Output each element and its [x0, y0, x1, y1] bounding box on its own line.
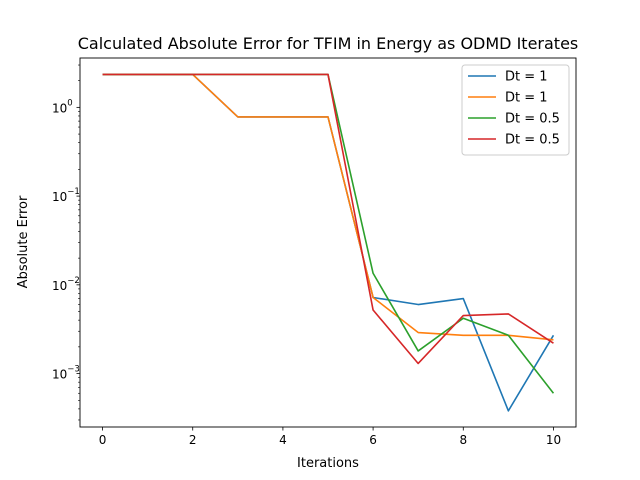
y-tick-label: 10−2 [52, 276, 80, 293]
legend-label-0: Dt = 1 [505, 70, 548, 85]
series-line-3 [102, 73, 554, 365]
legend: Dt = 1 Dt = 1 Dt = 0.5 Dt = 0.5 [461, 64, 570, 156]
y-tick-label: 10−1 [52, 187, 80, 204]
y-axis-label: Absolute Error [16, 195, 31, 288]
legend-label-2: Dt = 0.5 [505, 112, 560, 127]
chart-title: Calculated Absolute Error for TFIM in En… [78, 34, 579, 53]
x-tick-label: 4 [279, 433, 287, 447]
y-axis: 10−3 10−2 10−1 100 [52, 64, 80, 421]
x-tick-label: 2 [189, 433, 197, 447]
x-tick-label: 6 [369, 433, 377, 447]
legend-box [461, 64, 570, 156]
x-axis: 0 2 4 6 8 10 [99, 427, 561, 447]
plot-area [79, 57, 577, 428]
x-axis-label: Iterations [297, 456, 359, 471]
legend-label-3: Dt = 0.5 [505, 133, 560, 148]
y-tick-label: 10−3 [52, 365, 80, 382]
legend-label-1: Dt = 1 [505, 91, 548, 106]
y-tick-label: 100 [52, 98, 73, 115]
x-tick-label: 8 [459, 433, 467, 447]
x-tick-label: 0 [99, 433, 107, 447]
x-tick-label: 10 [546, 433, 561, 447]
